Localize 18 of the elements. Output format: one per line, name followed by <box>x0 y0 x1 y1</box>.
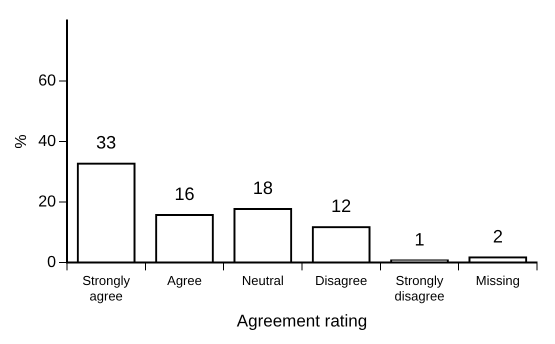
x-axis-title: Agreement rating <box>236 311 368 330</box>
data-label: 1 <box>414 229 425 250</box>
y-tick-label: 40 <box>38 132 56 150</box>
y-tick-label: 20 <box>38 193 56 210</box>
x-tick-label: Strongly disagree <box>394 272 444 304</box>
y-tick-label: 0 <box>47 254 56 271</box>
data-label: 12 <box>331 196 352 216</box>
x-tick-label: Strongly agree <box>82 272 130 304</box>
x-tick-label: Missing <box>476 272 520 288</box>
data-label: 33 <box>96 132 116 153</box>
x-tick-label: Neutral <box>242 272 284 288</box>
y-axis-title: % <box>13 134 30 149</box>
data-label: 2 <box>492 226 503 246</box>
x-tick-label: Agree <box>167 272 202 288</box>
data-label: 16 <box>174 184 195 204</box>
x-tick-label: Disagree <box>315 272 368 288</box>
data-label: 18 <box>252 178 273 198</box>
y-tick-label: 60 <box>38 72 56 90</box>
